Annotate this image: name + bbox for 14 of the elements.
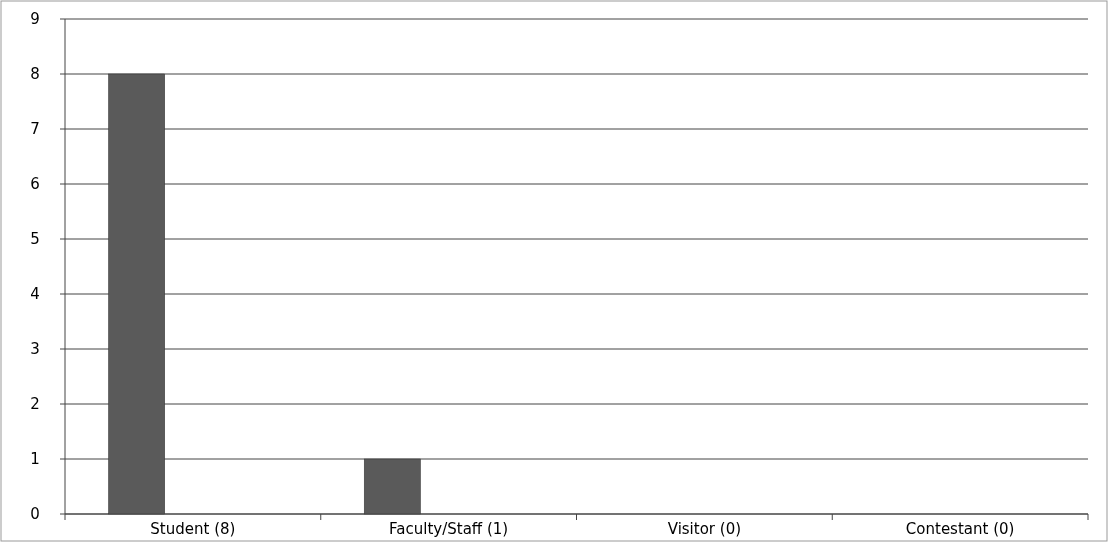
y-tick-label: 4 bbox=[30, 285, 40, 304]
x-tick-label: Contestant (0) bbox=[905, 520, 1015, 538]
y-tick-label: 2 bbox=[30, 395, 40, 414]
x-tick-label: Faculty/Staff (1) bbox=[389, 520, 509, 538]
y-tick-label: 6 bbox=[30, 175, 40, 194]
y-tick-label: 1 bbox=[30, 450, 40, 469]
y-tick-label: 9 bbox=[30, 10, 40, 29]
y-tick-label: 7 bbox=[30, 120, 40, 139]
y-tick-label: 5 bbox=[30, 230, 40, 249]
y-tick-label: 3 bbox=[30, 340, 40, 359]
x-tick-label: Visitor (0) bbox=[667, 520, 742, 538]
y-tick-label: 8 bbox=[30, 65, 40, 84]
y-tick-label: 0 bbox=[30, 505, 40, 524]
x-tick-label: Student (8) bbox=[150, 520, 236, 538]
